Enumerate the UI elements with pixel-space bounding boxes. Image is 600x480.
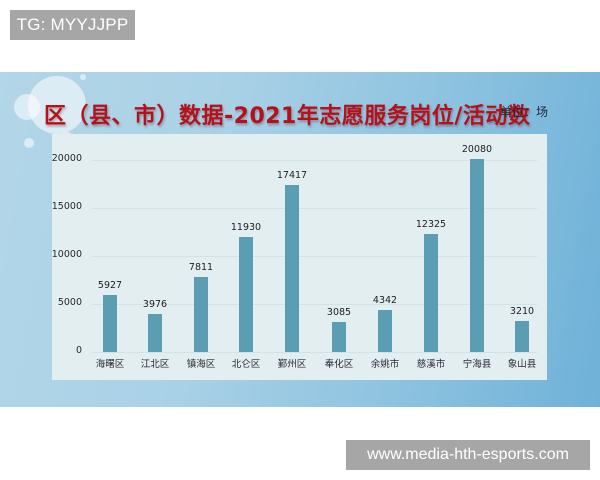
bar xyxy=(470,159,484,352)
y-tick-label: 15000 xyxy=(51,201,82,212)
gridline-20000 xyxy=(92,160,537,161)
y-tick-label: 5000 xyxy=(57,297,82,308)
chart-panel: 20000 15000 10000 5000 0 5927 海曙区 3976 江北区 7… xyxy=(52,134,547,380)
y-tick-label: 0 xyxy=(75,345,82,356)
x-category-label: 江北区 xyxy=(140,359,170,370)
bar-value-label: 7811 xyxy=(188,262,214,273)
gridline-15000 xyxy=(92,208,537,209)
y-tick-label: 10000 xyxy=(51,249,82,260)
bar xyxy=(148,313,162,352)
x-category-label: 慈溪市 xyxy=(416,359,446,370)
bar xyxy=(515,321,529,352)
watermark-bottom: www.media-hth-esports.com xyxy=(346,440,590,470)
bar-value-label: 20080 xyxy=(461,144,493,156)
x-category-label: 宁海县 xyxy=(462,359,492,370)
x-category-label: 象山县 xyxy=(507,359,537,370)
bar-value-label: 3085 xyxy=(326,307,352,319)
bar xyxy=(194,277,208,352)
bar-value-label: 3976 xyxy=(142,298,168,310)
x-category-label: 鄞州区 xyxy=(277,359,307,370)
x-category-label: 北仑区 xyxy=(231,359,261,370)
x-category-label: 镇海区 xyxy=(186,359,216,370)
decor-bubble-tiny xyxy=(24,138,34,148)
bar xyxy=(332,322,346,352)
bar xyxy=(285,184,299,352)
gridline-10000 xyxy=(92,256,537,257)
bar-value-label: 11930 xyxy=(230,222,262,234)
x-category-label: 余姚市 xyxy=(370,359,400,370)
x-category-label: 奉化区 xyxy=(324,359,354,370)
chart-title: 区（县、市）数据-2021年志愿服务岗位/活动数 xyxy=(44,104,531,129)
unit-label: 单位：场 xyxy=(500,105,549,119)
watermark-top: TG: MYYJJPP xyxy=(10,10,135,40)
y-tick-label: 20000 xyxy=(51,153,82,164)
bar-value-label: 3210 xyxy=(509,306,535,318)
bar-value-label: 12325 xyxy=(415,218,447,230)
gridline-5000 xyxy=(92,304,537,305)
bar-value-label: 17417 xyxy=(276,169,308,181)
bar xyxy=(424,233,438,352)
decor-bubble-left xyxy=(14,94,40,120)
x-category-label: 海曙区 xyxy=(95,359,125,370)
bar-value-label: 5927 xyxy=(97,280,123,292)
bar xyxy=(378,310,392,352)
bar xyxy=(239,237,253,352)
bar xyxy=(103,295,117,352)
chart-banner: 区（县、市）数据-2021年志愿服务岗位/活动数 单位：场 20000 1500… xyxy=(0,72,600,407)
bar-value-label: 4342 xyxy=(372,295,398,307)
decor-bubble-small xyxy=(80,74,86,80)
gridline-0 xyxy=(92,352,537,353)
